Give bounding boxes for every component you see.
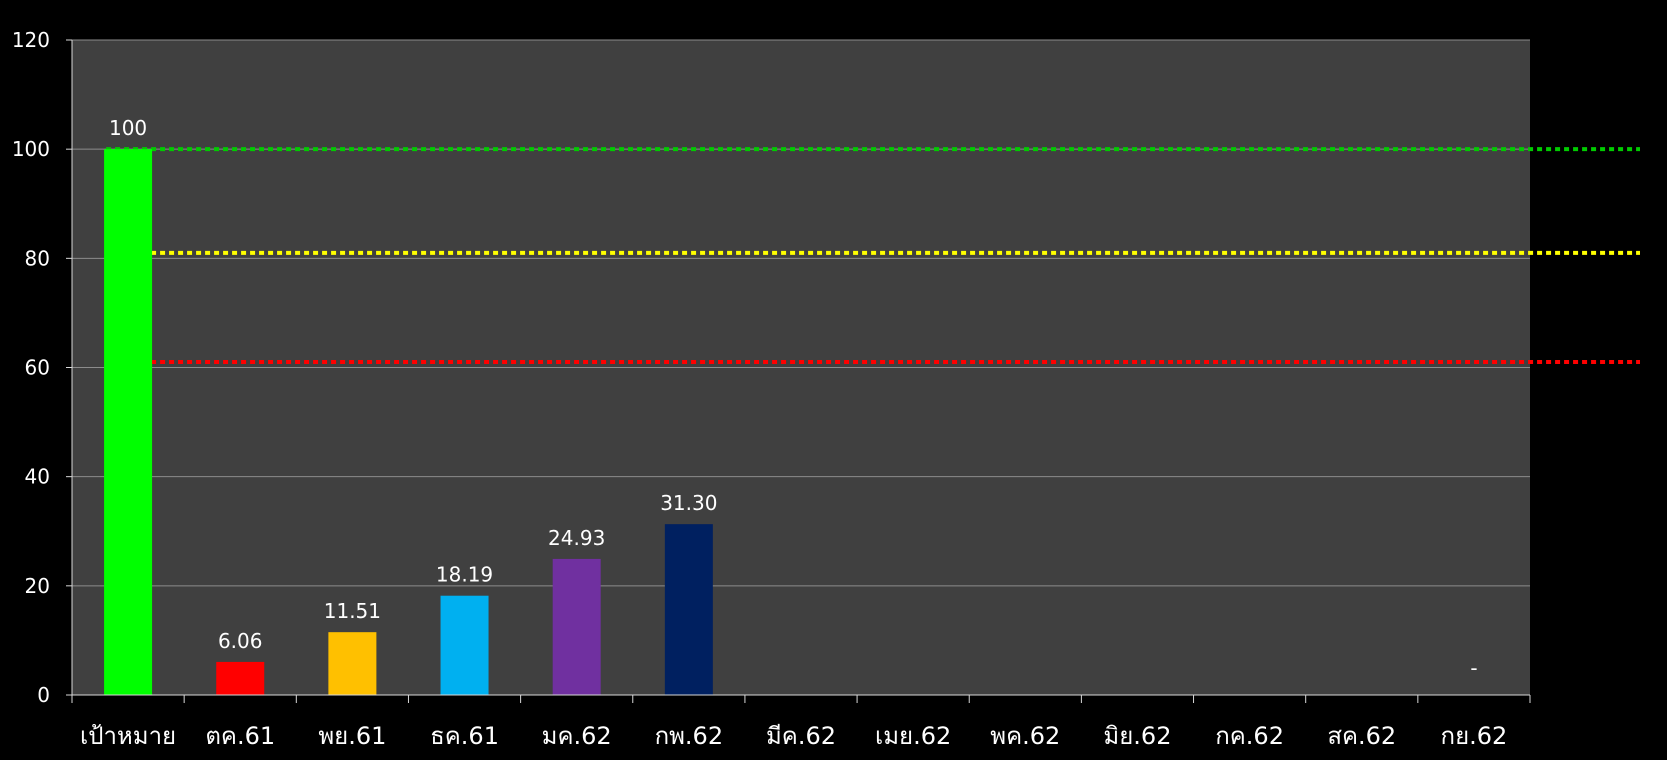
x-tick-label: กย.62 (1441, 722, 1508, 750)
bar (216, 661, 265, 695)
x-tick-label: มีค.62 (766, 722, 836, 750)
data-label: 100 (109, 116, 147, 140)
x-tick-label: กพ.62 (655, 722, 724, 750)
x-tick-label: เป้าหมาย (80, 722, 176, 750)
data-labels: 100 6.06 11.51 18.19 24.93 31.30 - (109, 116, 1478, 680)
y-tick-label: 20 (25, 574, 50, 598)
y-tick-label: 120 (12, 28, 50, 52)
bar (664, 524, 713, 695)
x-tick-label: เมย.62 (875, 722, 951, 750)
bar (552, 558, 601, 695)
y-tick-label: 60 (25, 356, 50, 380)
y-tick-label: 40 (25, 465, 50, 489)
data-label: 24.93 (548, 526, 605, 550)
x-axis-ticks: เป้าหมาย ตค.61 พย.61 ธค.61 มค.62 กพ.62 มีค.62 เ… (80, 722, 1507, 750)
x-tick-label: พค.62 (990, 722, 1060, 750)
reference-lines (106, 147, 1640, 365)
data-label: 31.30 (660, 491, 717, 515)
data-label: 11.51 (324, 599, 381, 623)
bar (440, 595, 489, 695)
x-tick-label: ธค.61 (430, 722, 499, 750)
data-label: 6.06 (218, 629, 263, 653)
data-label: 18.19 (436, 563, 493, 587)
x-tick-label: ตค.61 (205, 722, 275, 750)
data-label: - (1470, 656, 1477, 680)
bar (328, 632, 377, 695)
x-tick-label: มิย.62 (1103, 722, 1171, 750)
x-tick-label: สค.62 (1327, 722, 1396, 750)
y-axis-ticks: 0 20 40 60 80 100 120 (12, 28, 50, 707)
x-tick-label: มค.62 (542, 722, 612, 750)
x-tick-label: พย.61 (318, 722, 386, 750)
x-tick-label: กค.62 (1215, 722, 1284, 750)
axes (66, 39, 1531, 703)
bar (104, 149, 153, 695)
y-tick-label: 0 (37, 683, 50, 707)
y-tick-label: 80 (25, 246, 50, 270)
y-tick-label: 100 (12, 137, 50, 161)
bars (104, 149, 713, 695)
